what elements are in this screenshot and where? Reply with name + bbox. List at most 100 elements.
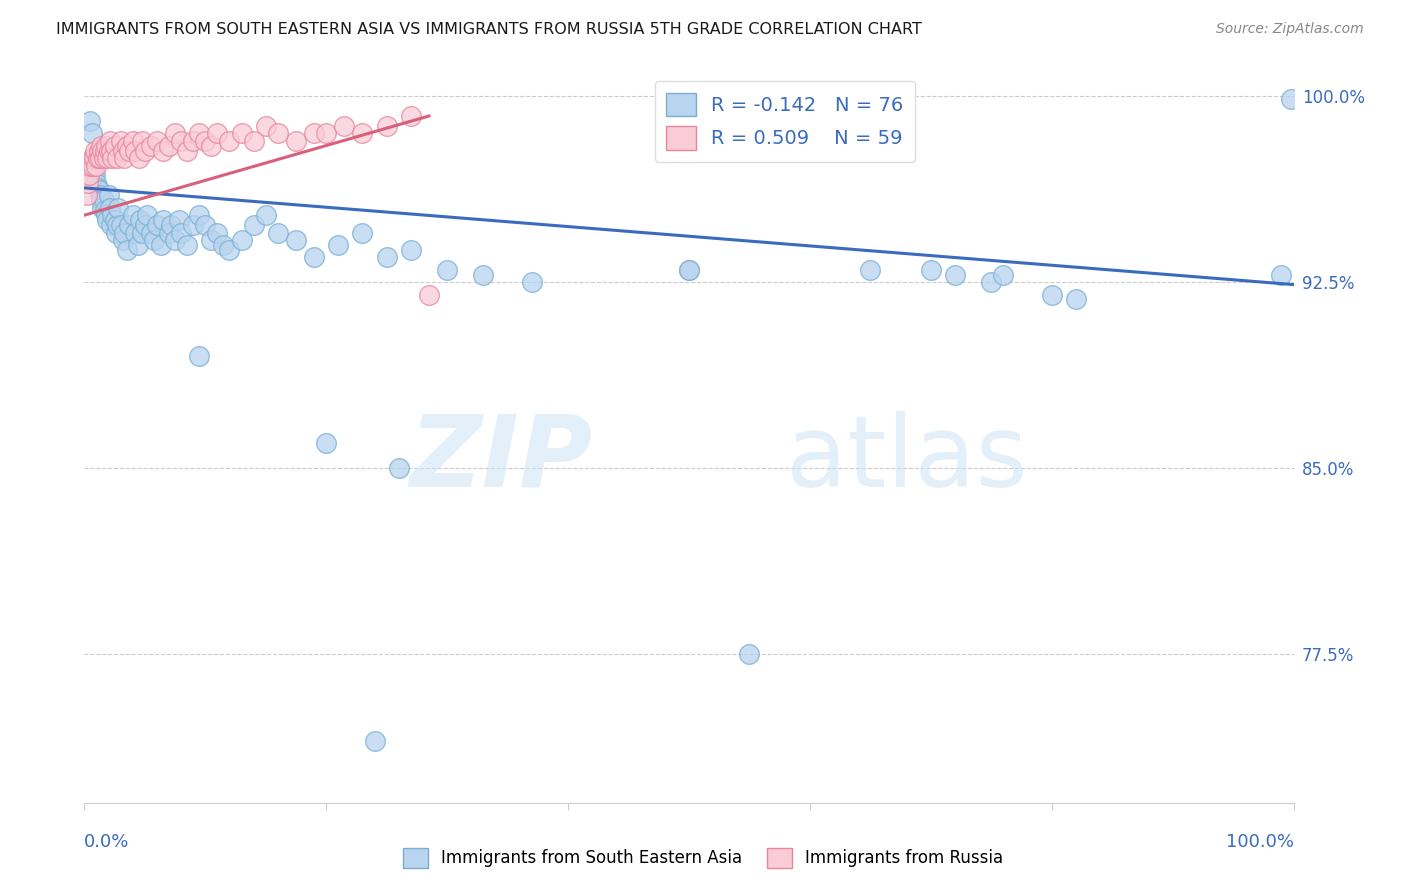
Point: [80, 126, 103, 140]
Point: [333, 119, 356, 133]
Point: [165, 233, 187, 247]
Point: [121, 134, 143, 148]
Point: [176, 238, 198, 252]
Point: [302, 126, 325, 140]
Point: [194, 218, 217, 232]
Point: [399, 109, 422, 123]
Point: [139, 138, 162, 153]
Point: [188, 350, 211, 364]
Point: [207, 126, 229, 140]
Point: [388, 461, 411, 475]
Point: [131, 226, 153, 240]
Point: [152, 213, 174, 227]
Point: [134, 218, 156, 232]
Point: [136, 208, 159, 222]
Point: [859, 262, 882, 277]
Point: [94, 203, 117, 218]
Point: [86, 176, 108, 190]
Point: [129, 213, 152, 227]
Point: [86, 151, 108, 165]
Point: [94, 144, 117, 158]
Point: [77, 176, 100, 190]
Point: [96, 151, 118, 165]
Point: [89, 151, 111, 165]
Point: [160, 218, 183, 232]
Point: [100, 144, 122, 158]
Point: [920, 262, 942, 277]
Point: [399, 243, 422, 257]
Point: [93, 151, 115, 165]
Point: [89, 188, 111, 202]
Point: [101, 208, 124, 222]
Point: [181, 134, 204, 148]
Point: [83, 151, 105, 165]
Point: [188, 208, 211, 222]
Text: 100.0%: 100.0%: [1226, 833, 1294, 851]
Point: [993, 268, 1015, 282]
Point: [124, 144, 146, 158]
Legend: Immigrants from South Eastern Asia, Immigrants from Russia: Immigrants from South Eastern Asia, Immi…: [396, 841, 1010, 875]
Point: [520, 275, 543, 289]
Text: ZIP: ZIP: [409, 410, 592, 508]
Point: [90, 194, 112, 208]
Point: [112, 233, 135, 247]
Point: [146, 134, 169, 148]
Point: [231, 233, 253, 247]
Point: [242, 218, 264, 232]
Point: [1064, 293, 1087, 307]
Text: 0.0%: 0.0%: [84, 833, 129, 851]
Point: [121, 208, 143, 222]
Point: [93, 194, 115, 208]
Point: [107, 201, 129, 215]
Point: [104, 226, 127, 240]
Point: [82, 151, 104, 165]
Point: [375, 250, 398, 264]
Point: [105, 218, 128, 232]
Point: [97, 144, 120, 158]
Point: [112, 226, 135, 240]
Point: [678, 262, 700, 277]
Point: [267, 126, 290, 140]
Point: [143, 233, 166, 247]
Point: [118, 218, 141, 232]
Point: [87, 144, 110, 158]
Point: [84, 169, 107, 183]
Point: [84, 144, 107, 158]
Point: [115, 243, 138, 257]
Point: [181, 218, 204, 232]
Point: [176, 144, 198, 158]
Point: [96, 213, 118, 227]
Point: [267, 226, 290, 240]
Legend: R = -0.142   N = 76, R = 0.509    N = 59: R = -0.142 N = 76, R = 0.509 N = 59: [655, 81, 915, 161]
Point: [167, 213, 190, 227]
Point: [112, 151, 135, 165]
Point: [980, 275, 1002, 289]
Point: [315, 436, 337, 450]
Point: [254, 119, 277, 133]
Point: [218, 134, 240, 148]
Point: [315, 126, 337, 140]
Point: [188, 126, 211, 140]
Point: [170, 134, 193, 148]
Point: [194, 134, 217, 148]
Text: atlas: atlas: [786, 410, 1028, 508]
Point: [98, 201, 121, 215]
Point: [328, 238, 350, 252]
Point: [76, 188, 98, 202]
Point: [115, 138, 138, 153]
Point: [139, 226, 162, 240]
Point: [83, 163, 105, 178]
Point: [104, 213, 127, 227]
Point: [112, 144, 135, 158]
Point: [1270, 268, 1292, 282]
Point: [231, 126, 253, 140]
Point: [170, 226, 193, 240]
Point: [110, 134, 132, 148]
Point: [100, 218, 122, 232]
Point: [149, 238, 172, 252]
Point: [363, 734, 385, 748]
Point: [90, 138, 112, 153]
Point: [284, 233, 308, 247]
Text: IMMIGRANTS FROM SOUTH EASTERN ASIA VS IMMIGRANTS FROM RUSSIA 5TH GRADE CORRELATI: IMMIGRANTS FROM SOUTH EASTERN ASIA VS IM…: [56, 22, 922, 37]
Point: [165, 126, 187, 140]
